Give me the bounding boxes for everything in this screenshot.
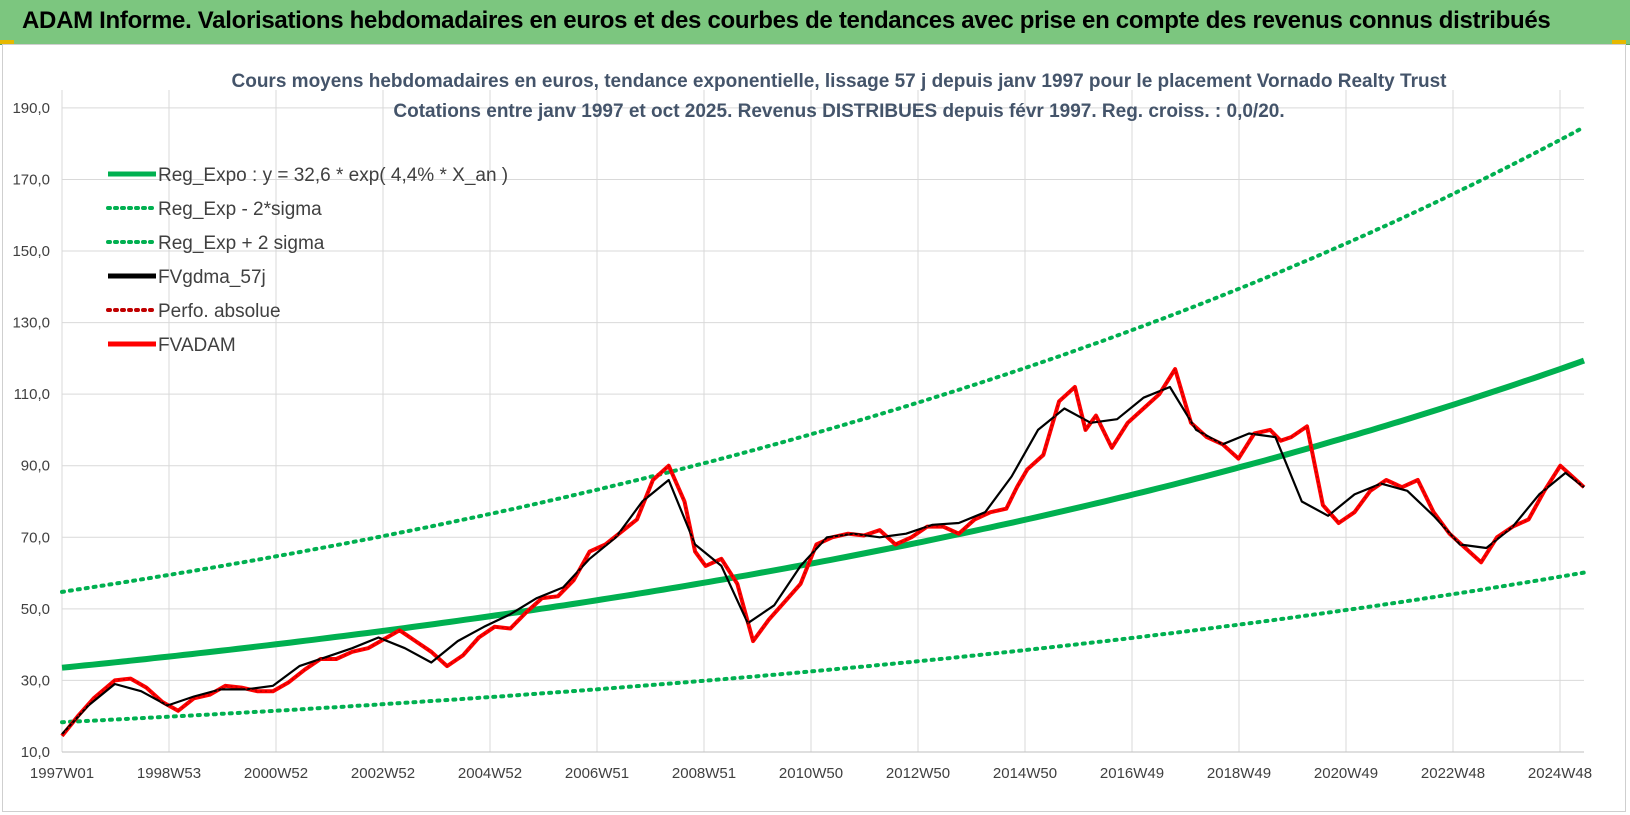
x-tick-label: 2018W49 [1207,765,1271,782]
report-banner: ADAM Informe. Valorisations hebdomadaire… [0,0,1630,45]
chart-legend: Reg_Expo : y = 32,6 * exp( 4,4% * X_an )… [106,165,508,356]
y-tick-label: 10,0 [21,744,50,761]
legend-label: FVgdma_57j [158,267,266,288]
y-tick-label: 150,0 [12,243,50,260]
x-tick-label: 2002W52 [351,765,415,782]
grid-lines [61,90,1584,753]
series-lines [60,367,1586,738]
axis-labels: 10,0 30,0 50,0 70,0 90,0 110,0 130,0 150,0 170,0… [12,100,1592,782]
reg-expo-line [61,357,1586,671]
report-title: ADAM Informe. Valorisations hebdomadaire… [22,7,1551,34]
chart-subtitle: Cotations entre janv 1997 et oct 2025. R… [393,101,1284,122]
y-tick-label: 90,0 [21,458,50,475]
x-tick-label: 2016W49 [1100,765,1164,782]
x-tick-label: 2012W50 [886,765,950,782]
y-tick-label: 170,0 [12,171,50,188]
x-tick-label: 2006W51 [565,765,629,782]
chart-area-border [2,44,1626,812]
legend-label: Reg_Exp - 2*sigma [158,199,322,220]
corner-marker-right [1612,40,1626,44]
corner-marker-left [0,40,14,44]
chart-title: Cours moyens hebdomadaires en euros, ten… [232,71,1448,92]
legend-label: Perfo. absolue [158,301,281,322]
y-tick-label: 110,0 [14,386,50,403]
x-tick-label: 2022W48 [1421,765,1485,782]
reg-plus-2sigma-line [60,125,1586,594]
x-tick-label: 2010W50 [779,765,843,782]
x-tick-label: 2008W51 [672,765,736,782]
y-tick-label: 130,0 [12,315,50,332]
legend-label: FVADAM [158,335,236,356]
legend-label: Reg_Exp + 2 sigma [158,233,325,254]
x-tick-label: 2014W50 [993,765,1057,782]
x-tick-label: 2020W49 [1314,765,1378,782]
x-tick-label: 1997W01 [30,765,94,782]
reg-minus-2sigma-line [60,570,1586,725]
x-tick-label: 1998W53 [137,765,201,782]
y-tick-label: 70,0 [21,529,50,546]
legend-label: Reg_Expo : y = 32,6 * exp( 4,4% * X_an ) [158,165,508,186]
trend-bands [60,125,1586,725]
y-tick-label: 30,0 [21,672,50,689]
perfo-absolue-line [61,367,1585,737]
x-tick-label: 2000W52 [244,765,308,782]
y-tick-label: 50,0 [21,601,50,618]
y-tick-label: 190,0 [12,100,50,117]
fvgdma-57j-line [61,385,1585,735]
x-tick-label: 2004W52 [458,765,522,782]
x-tick-label: 2024W48 [1528,765,1592,782]
